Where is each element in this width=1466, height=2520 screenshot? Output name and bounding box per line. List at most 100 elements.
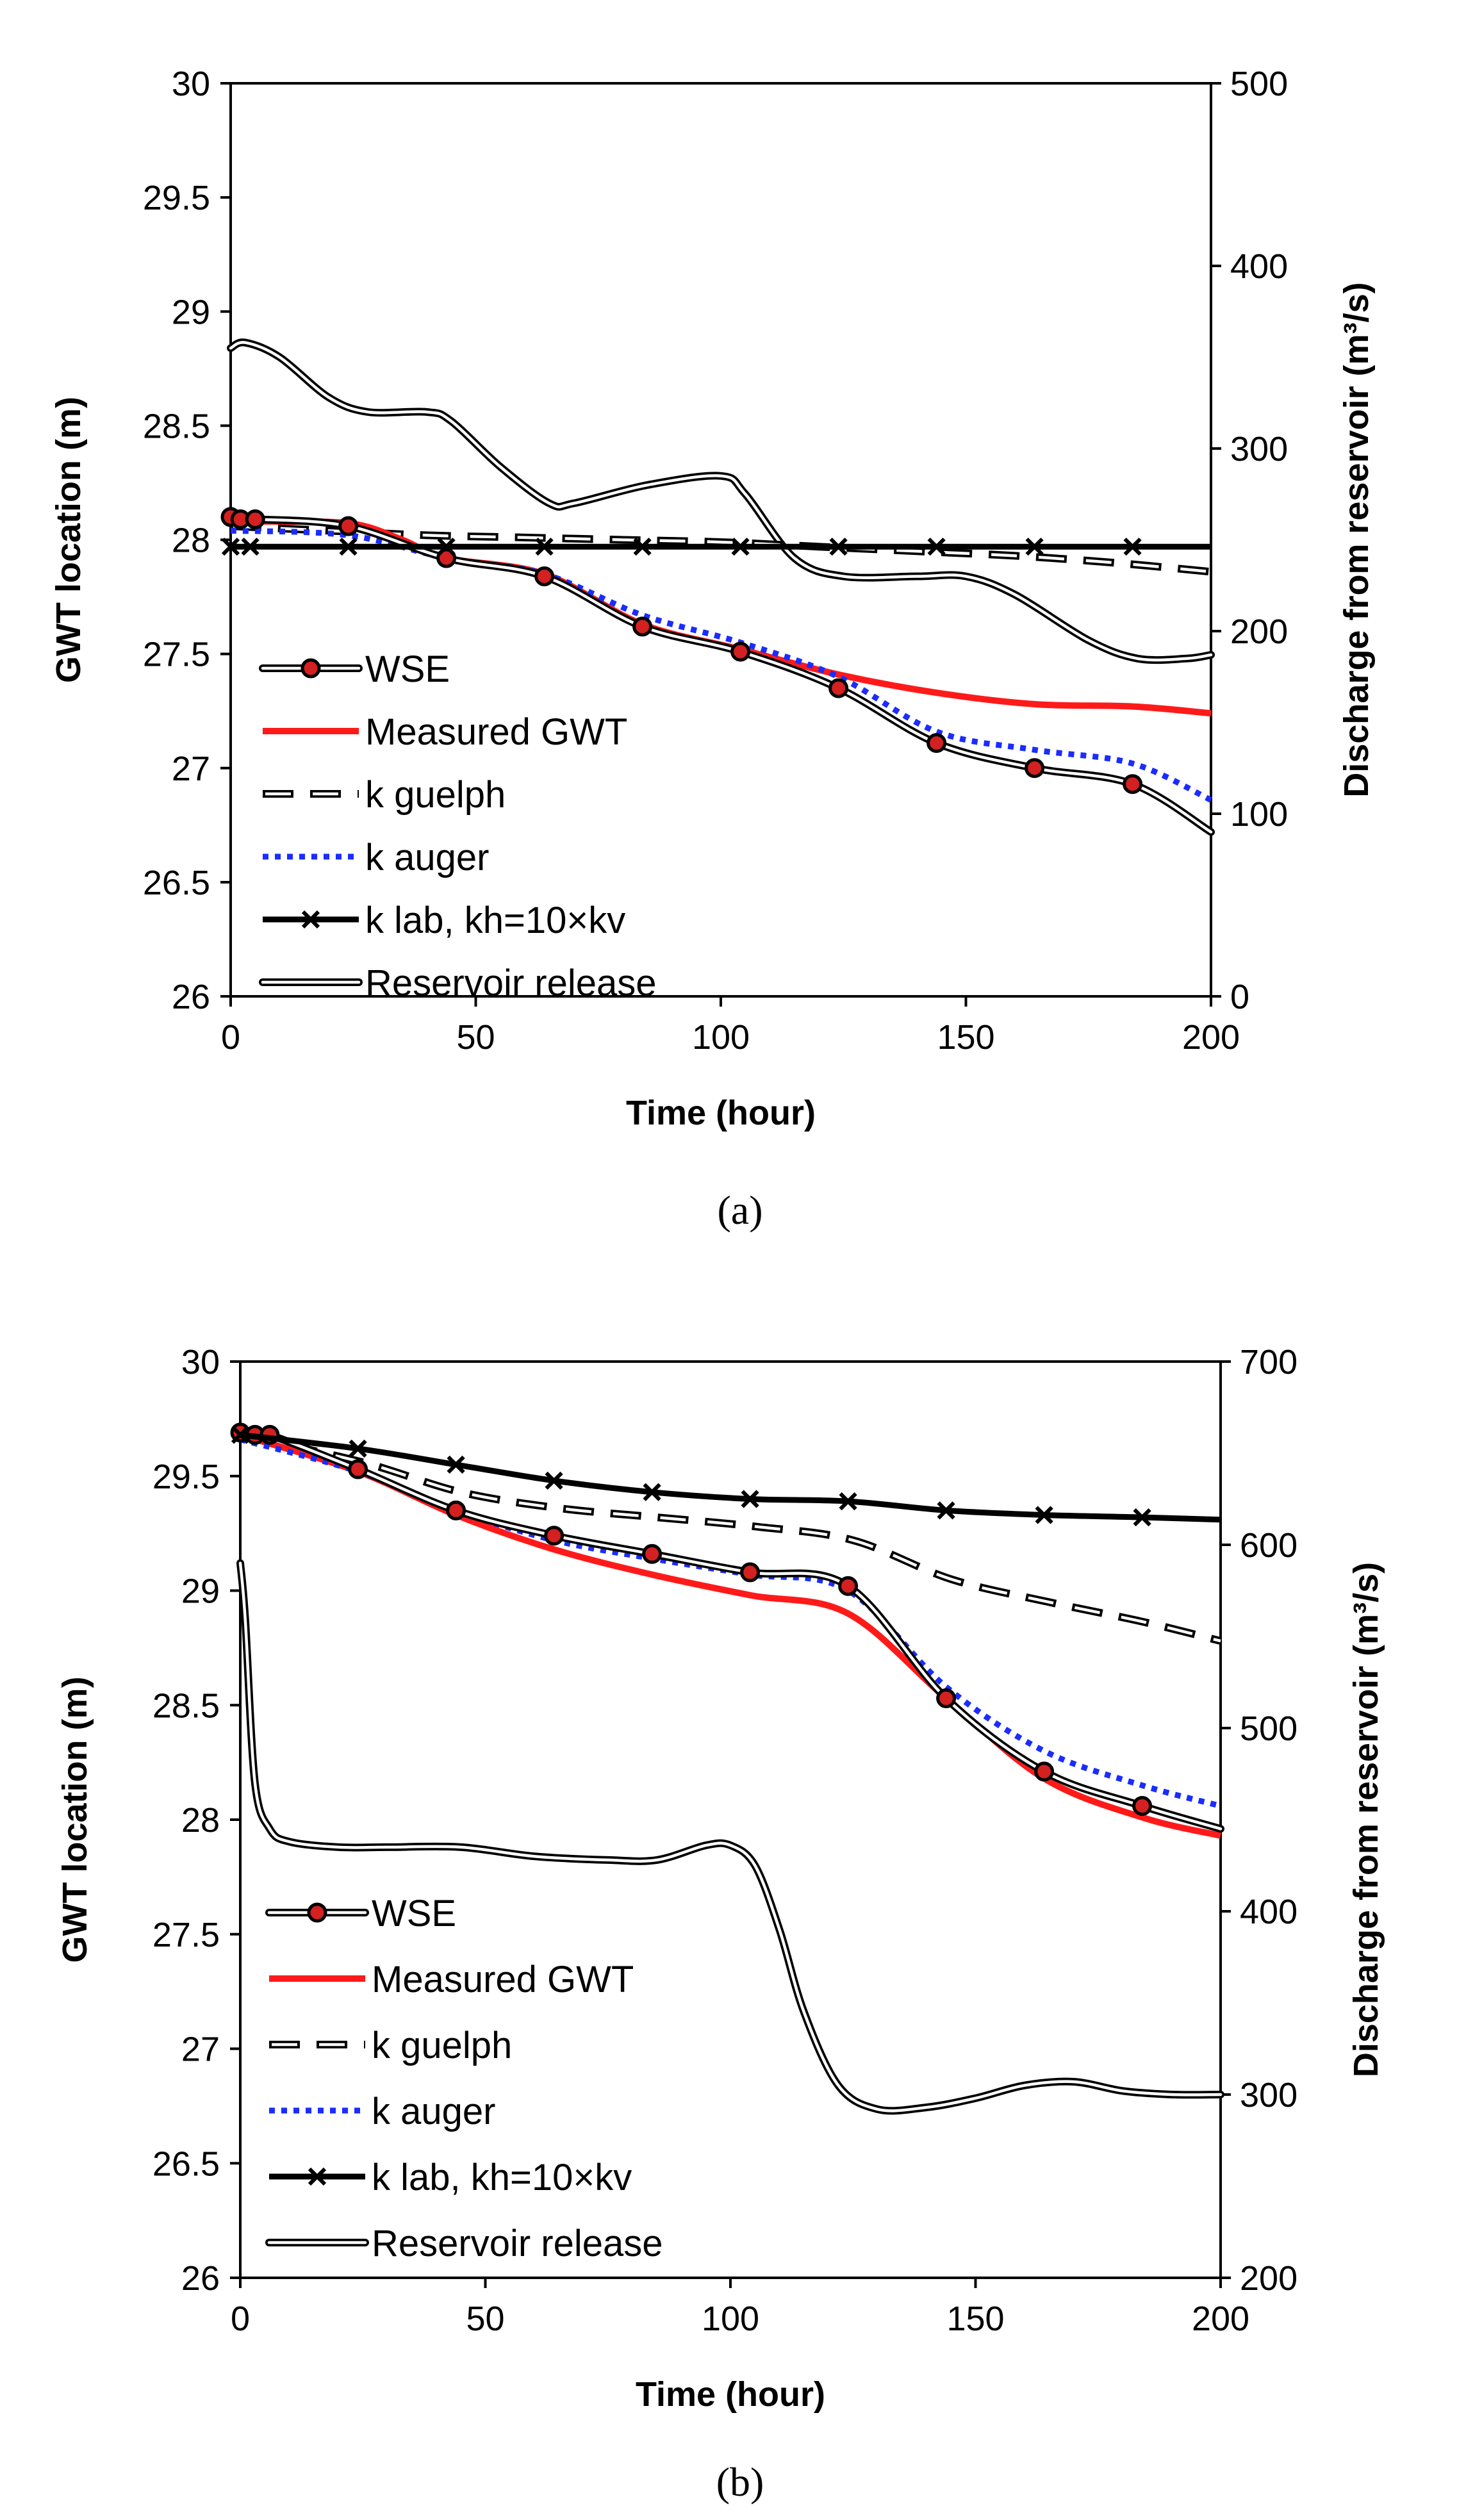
y-tick-label: 29.5 [143, 179, 210, 217]
y2-axis-title: Discharge from reservoir (m³/s) [1347, 1562, 1385, 2077]
x-axis-title: Time (hour) [626, 1094, 816, 1132]
marker-k-lab-kh-10-kv [535, 538, 554, 556]
marker-k-lab-kh-10-kv [633, 538, 652, 556]
legend-item-measured-gwt: Measured GWT [269, 1959, 634, 2000]
legend-label: Reservoir release [372, 2223, 663, 2264]
y-axis-title: GWT location (m) [56, 1677, 94, 1963]
marker-wse [740, 1562, 761, 1583]
marker-wse [1132, 1796, 1153, 1816]
y-tick-label: 28 [181, 1801, 220, 1840]
marker-k-lab-kh-10-kv [829, 538, 848, 556]
marker-wse [544, 1526, 564, 1546]
x-tick-label: 50 [466, 2300, 504, 2338]
legend-marker-wse [301, 658, 321, 679]
legend-item-k-guelph: k guelph [263, 774, 506, 816]
x-tick-label: 200 [1192, 2300, 1249, 2338]
marker-wse [348, 1459, 368, 1479]
y2-axis-title: Discharge from reservoir (m³/s) [1337, 282, 1376, 797]
y2-tick-label: 200 [1240, 2259, 1297, 2298]
marker-k-lab-kh-10-kv [839, 1492, 857, 1511]
y-tick-label: 30 [181, 1343, 220, 1381]
legend-item-k-auger: k auger [263, 837, 489, 878]
marker-k-lab-kh-10-kv [643, 1483, 661, 1501]
marker-wse [245, 509, 265, 529]
marker-k-lab-kh-10-kv [349, 1439, 367, 1458]
y2-tick-label: 400 [1240, 1893, 1297, 1931]
series-reservoir-release-inner [238, 1561, 1223, 2112]
y2-tick-label: 200 [1230, 613, 1288, 651]
marker-k-lab-kh-10-kv [221, 538, 240, 556]
legend-label: k lab, kh=10×kv [372, 2157, 632, 2198]
legend: WSE Measured GWT k guelph k auger k lab, kh=… [265, 1893, 663, 2264]
x-tick-label: 50 [456, 1018, 495, 1057]
series-k-guelph [239, 1431, 1222, 1645]
marker-k-lab-kh-10-kv [545, 1471, 563, 1490]
series-k-auger-line [239, 1437, 1222, 1809]
legend-label: k guelph [372, 2025, 512, 2066]
legend-label: Measured GWT [365, 711, 627, 753]
x-tick-label: 0 [231, 2300, 250, 2338]
y-tick-label: 28 [172, 522, 210, 560]
series-k-guelph-outline [239, 1431, 1222, 1645]
series-reservoir-release [227, 338, 1215, 664]
y-tick-label: 30 [172, 65, 210, 103]
legend-item-reservoir-release: Reservoir release [259, 962, 657, 1004]
legend-item-k-auger: k auger [269, 2091, 495, 2132]
series-reservoir-release-inner [229, 341, 1213, 662]
panel-label-a: (a) [717, 1187, 762, 1233]
marker-k-lab-kh-10-kv [241, 538, 259, 556]
legend-label: k lab, kh=10×kv [365, 900, 625, 941]
y2-tick-label: 0 [1230, 978, 1249, 1016]
y-axis-title: GWT location (m) [49, 397, 88, 683]
series-measured-gwt [239, 1431, 1222, 1839]
marker-k-lab-kh-10-kv [1035, 1506, 1053, 1524]
marker-wse [927, 733, 947, 754]
x-tick-label: 100 [692, 1018, 750, 1057]
y-tick-label: 26.5 [152, 2145, 220, 2183]
legend-item-k-guelph: k guelph [269, 2025, 512, 2066]
legend-label: WSE [372, 1893, 456, 1934]
y2-tick-label: 300 [1240, 2076, 1297, 2114]
series-k-auger [239, 1437, 1222, 1809]
legend-marker-k-lab-kh-10-kv [301, 910, 320, 929]
series-measured-gwt-line [239, 1431, 1222, 1839]
series-k-lab-kh-10-kv [221, 538, 1211, 556]
legend-item-measured-gwt: Measured GWT [263, 711, 627, 753]
legend-item-k-lab-kh-10-kv: k lab, kh=10×kv [263, 900, 625, 941]
series-k-guelph-inner [230, 524, 1212, 573]
marker-k-lab-kh-10-kv [1133, 1508, 1151, 1527]
marker-k-lab-kh-10-kv [937, 1501, 955, 1520]
marker-k-lab-kh-10-kv [927, 538, 946, 556]
y2-tick-label: 500 [1230, 65, 1288, 103]
marker-k-lab-kh-10-kv [741, 1490, 759, 1508]
marker-wse [1034, 1761, 1055, 1782]
y-tick-label: 26.5 [143, 864, 210, 902]
series-reservoir-release-outline [227, 338, 1215, 664]
legend-label: k auger [372, 2091, 495, 2132]
marker-wse [632, 616, 653, 637]
legend-marker-k-lab-kh-10-kv [308, 2167, 327, 2186]
series-wse-inner [238, 1431, 1223, 1831]
marker-wse [1123, 774, 1143, 795]
marker-k-lab-kh-10-kv [1123, 538, 1142, 556]
marker-wse [338, 516, 359, 536]
series-reservoir-release [236, 1559, 1224, 2115]
y-tick-label: 29 [181, 1572, 220, 1611]
y-tick-label: 26 [181, 2259, 220, 2298]
marker-wse [534, 566, 555, 586]
marker-wse [936, 1688, 957, 1709]
series-k-guelph [230, 522, 1212, 576]
x-tick-label: 150 [946, 2300, 1004, 2338]
marker-k-lab-kh-10-kv [1025, 538, 1044, 556]
legend-label: Measured GWT [372, 1959, 634, 2000]
series-wse-outline [236, 1428, 1224, 1833]
y-tick-label: 29 [172, 293, 210, 331]
marker-wse [730, 641, 751, 662]
y2-tick-label: 500 [1240, 1709, 1297, 1748]
series-wse [230, 1422, 1224, 1833]
y2-tick-label: 700 [1240, 1343, 1297, 1381]
y-tick-label: 28.5 [152, 1686, 220, 1725]
y2-tick-label: 600 [1240, 1526, 1297, 1565]
legend-item-k-lab-kh-10-kv: k lab, kh=10×kv [269, 2157, 632, 2198]
